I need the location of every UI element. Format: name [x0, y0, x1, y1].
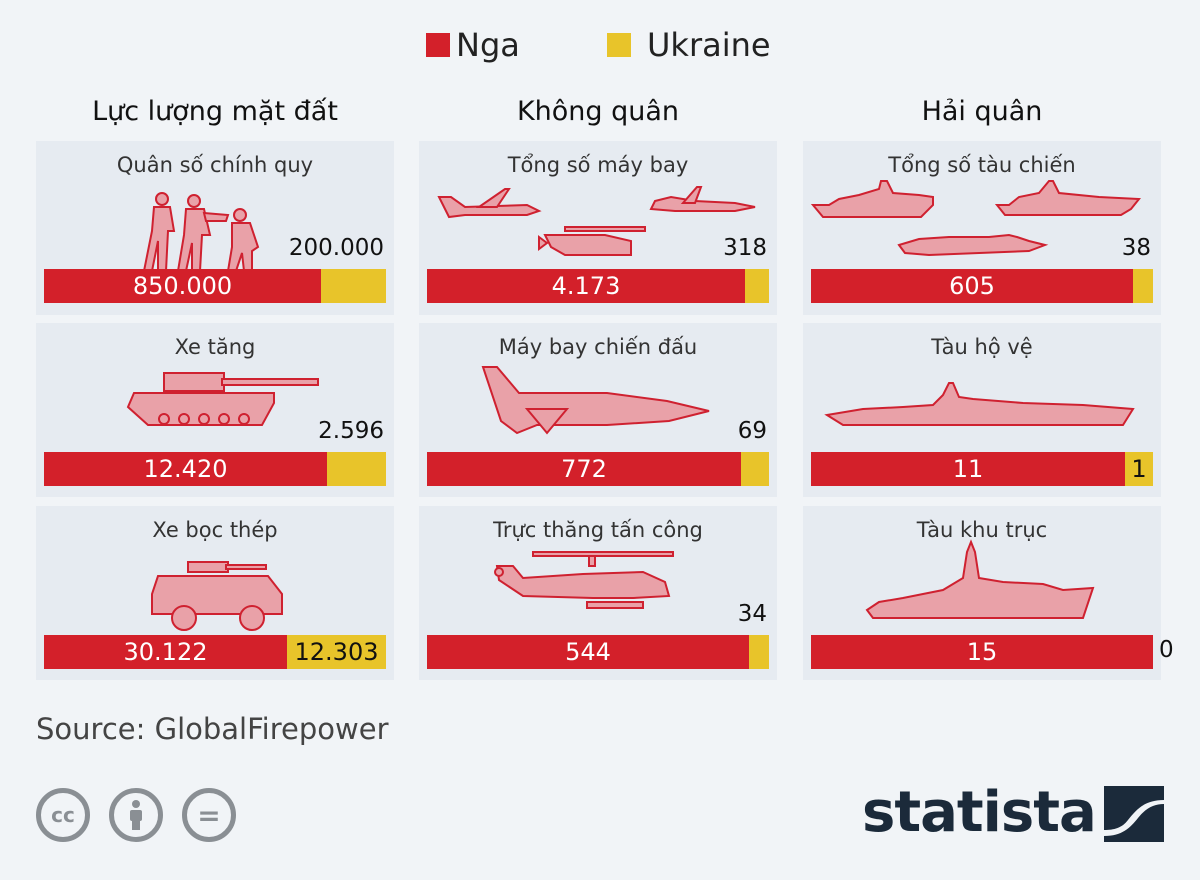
value-label-ukraine: 2.596 — [318, 418, 384, 444]
nd-icon-text: = — [197, 798, 221, 832]
warships-icon — [809, 175, 1149, 271]
value-label-ukraine: 200.000 — [288, 235, 384, 261]
legend-swatch-ukraine — [607, 33, 631, 57]
legend-item-ukraine: Ukraine — [607, 26, 771, 64]
value-label-ukraine: 318 — [723, 235, 767, 261]
panel-title: Xe tăng — [174, 335, 256, 359]
chart-panel: Tổng số máy bay 4.173 318 — [419, 141, 777, 315]
brand-logo: statista — [862, 780, 1097, 845]
destroyer-icon — [863, 538, 1103, 634]
bar-segment-ukraine — [745, 269, 769, 303]
tank-icon — [124, 369, 324, 439]
fighter-jet-icon — [477, 363, 727, 447]
column-title-navy: Hải quân — [921, 96, 1043, 127]
chart-panel: Quân số chính quy 850.000 200.000 — [36, 141, 394, 315]
stacked-bar: 605 — [811, 269, 1153, 303]
stacked-bar: 772 — [427, 452, 769, 486]
bar-segment-ukraine: 1 — [1125, 452, 1153, 486]
value-label-ukraine: 34 — [737, 601, 767, 627]
legend-item-nga: Nga — [426, 26, 520, 64]
stacked-bar: 850.000 — [44, 269, 386, 303]
bar-segment-nga: 605 — [811, 269, 1133, 303]
bar-segment-ukraine — [1133, 269, 1153, 303]
value-label-ukraine: 38 — [1121, 235, 1151, 261]
cc-icon[interactable]: cc — [36, 788, 90, 842]
panel-title: Tổng số máy bay — [507, 153, 689, 177]
stacked-bar: 544 — [427, 635, 769, 669]
legend: Nga Ukraine — [0, 26, 1200, 72]
legend-label-ukraine: Ukraine — [647, 26, 771, 64]
aircraft-icon — [435, 175, 765, 263]
bar-segment-ukraine — [321, 269, 386, 303]
bar-segment-nga: 850.000 — [44, 269, 321, 303]
corvette-icon — [823, 379, 1143, 439]
bar-segment-ukraine: 12.303 — [287, 635, 386, 669]
stacked-bar: 12.420 — [44, 452, 386, 486]
value-label-ukraine: 69 — [737, 418, 767, 444]
stacked-bar: 15 — [811, 635, 1153, 669]
source-note: Source: GlobalFirepower — [36, 712, 389, 746]
stacked-bar: 4.173 — [427, 269, 769, 303]
chart-panel: Máy bay chiến đấu 772 69 — [419, 323, 777, 497]
no-derivatives-icon[interactable]: = — [182, 788, 236, 842]
bar-segment-nga: 544 — [427, 635, 749, 669]
column-title-ground: Lực lượng mặt đất — [92, 96, 338, 127]
legend-swatch-nga — [426, 33, 450, 57]
bar-segment-ukraine — [327, 452, 386, 486]
chart-panel: Tàu hộ vệ 11 1 — [803, 323, 1161, 497]
bar-segment-nga: 30.122 — [44, 635, 287, 669]
cc-icon-text: cc — [51, 803, 75, 827]
chart-panel: Xe tăng 12.420 2.596 — [36, 323, 394, 497]
bar-segment-ukraine — [741, 452, 769, 486]
value-label-ukraine: 0 — [1159, 637, 1174, 663]
bar-segment-nga: 12.420 — [44, 452, 327, 486]
chart-panel: Tổng số tàu chiến 605 38 — [803, 141, 1161, 315]
statista-mark-icon — [1104, 786, 1164, 842]
soldiers-icon — [140, 191, 270, 277]
stacked-bar: 11 1 — [811, 452, 1153, 486]
bar-segment-nga: 11 — [811, 452, 1125, 486]
panel-title: Tổng số tàu chiến — [888, 153, 1076, 177]
bar-segment-nga: 15 — [811, 635, 1153, 669]
panel-title: Máy bay chiến đấu — [498, 335, 698, 359]
panel-title: Trực thăng tấn công — [493, 518, 703, 542]
bar-segment-nga: 772 — [427, 452, 741, 486]
bar-segment-nga: 4.173 — [427, 269, 745, 303]
armored-vehicle-icon — [148, 554, 298, 642]
legend-label-nga: Nga — [456, 26, 520, 64]
stacked-bar: 30.122 12.303 — [44, 635, 386, 669]
panel-title: Quân số chính quy — [116, 153, 314, 177]
chart-panel: Tàu khu trục 15 0 — [803, 506, 1174, 680]
person-icon — [130, 800, 142, 830]
panel-title: Tàu hộ vệ — [931, 335, 1033, 359]
attack-helicopter-icon — [493, 546, 693, 626]
column-title-air: Không quân — [516, 96, 680, 127]
attribution-icon[interactable] — [109, 788, 163, 842]
panel-title: Tàu khu trục — [916, 518, 1048, 542]
bar-segment-ukraine — [749, 635, 769, 669]
panel-title: Xe bọc thép — [152, 518, 278, 542]
chart-panel: Xe bọc thép 30.122 12.303 — [36, 506, 394, 680]
chart-panel: Trực thăng tấn công 544 34 — [419, 506, 777, 680]
